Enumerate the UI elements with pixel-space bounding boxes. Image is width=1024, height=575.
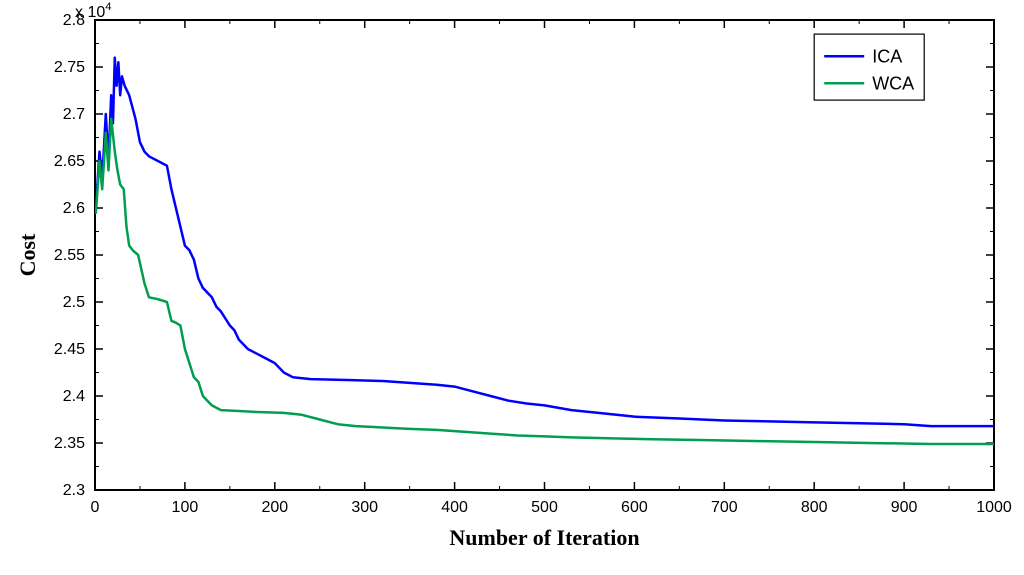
y-axis-label: Cost: [15, 233, 40, 276]
y-tick-label: 2.6: [63, 200, 85, 217]
x-tick-label: 1000: [976, 499, 1012, 516]
y-tick-label: 2.55: [54, 247, 85, 264]
legend-label-wca: WCA: [872, 74, 914, 94]
y-tick-label: 2.65: [54, 153, 85, 170]
legend-label-ica: ICA: [872, 47, 902, 67]
y-tick-label: 2.3: [63, 482, 85, 499]
cost-convergence-chart: 0 100 200 300 400 500 600 700 800 900 1000 2.3 2.35 2…: [0, 0, 1024, 575]
x-tick-label: 300: [351, 499, 378, 516]
x-tick-label: 200: [261, 499, 288, 516]
x-tick-label: 700: [711, 499, 738, 516]
x-axis-label: Number of Iteration: [449, 525, 639, 550]
x-tick-label: 100: [172, 499, 199, 516]
y-tick-label: 2.4: [63, 388, 85, 405]
x-tick-label: 900: [891, 499, 918, 516]
x-tick-label: 800: [801, 499, 828, 516]
x-tick-label: 0: [91, 499, 100, 516]
y-tick-label: 2.7: [63, 106, 85, 123]
x-tick-label: 500: [531, 499, 558, 516]
legend: ICA WCA: [814, 34, 924, 100]
x-tick-label: 400: [441, 499, 468, 516]
x-tick-label: 600: [621, 499, 648, 516]
y-tick-label: 2.75: [54, 59, 85, 76]
y-tick-label: 2.5: [63, 294, 85, 311]
y-tick-label: 2.35: [54, 435, 85, 452]
y-tick-label: 2.45: [54, 341, 85, 358]
